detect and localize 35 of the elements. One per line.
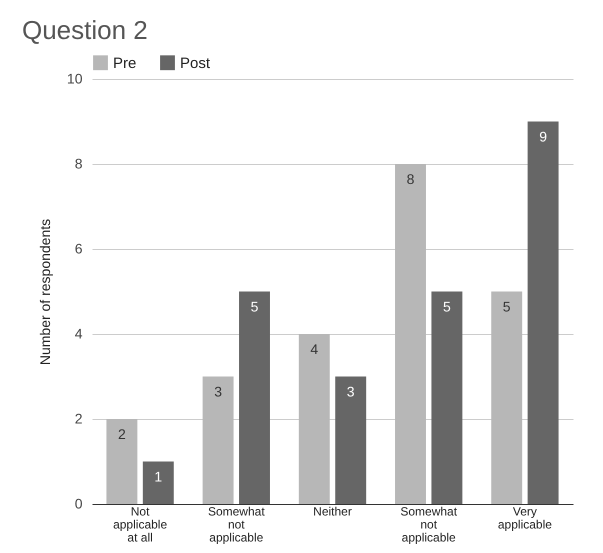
bar bbox=[298, 334, 330, 504]
bar bbox=[106, 419, 138, 504]
bar bbox=[239, 292, 270, 504]
y-tick-label: 10 bbox=[66, 70, 83, 86]
bar bbox=[335, 376, 366, 504]
bar bbox=[202, 376, 234, 504]
data-label: 1 bbox=[154, 468, 162, 484]
data-label: 9 bbox=[539, 128, 548, 144]
bar bbox=[142, 462, 174, 504]
legend-label: Pre bbox=[113, 54, 136, 72]
data-label: 5 bbox=[250, 298, 259, 314]
data-label: 5 bbox=[502, 298, 511, 314]
bar bbox=[491, 292, 522, 504]
legend-label: Post bbox=[180, 54, 211, 72]
x-tick-label: Very applicable bbox=[498, 504, 552, 532]
data-label: 4 bbox=[310, 341, 318, 357]
chart-title: Question 2 bbox=[22, 15, 148, 45]
data-label: 3 bbox=[346, 384, 355, 400]
bar bbox=[395, 164, 426, 504]
y-tick-label: 2 bbox=[74, 410, 83, 426]
data-label: 5 bbox=[443, 298, 451, 314]
x-tick-label: Neither bbox=[313, 504, 352, 518]
x-tick-label: Somewhat not applicable bbox=[400, 504, 458, 544]
bar bbox=[528, 122, 559, 504]
y-tick-label: 0 bbox=[74, 496, 83, 512]
y-tick-label: 6 bbox=[74, 240, 83, 256]
y-tick-label: 8 bbox=[74, 156, 83, 172]
data-label: 2 bbox=[118, 426, 126, 442]
y-tick-label: 4 bbox=[74, 326, 83, 342]
y-axis-title: Number of respondents bbox=[36, 218, 53, 366]
data-label: 8 bbox=[406, 171, 415, 187]
x-tick-label: Not applicable at all bbox=[113, 504, 168, 544]
x-tick-label: Somewhat not applicable bbox=[208, 504, 266, 544]
data-label: 3 bbox=[214, 384, 222, 400]
bar bbox=[431, 292, 462, 504]
